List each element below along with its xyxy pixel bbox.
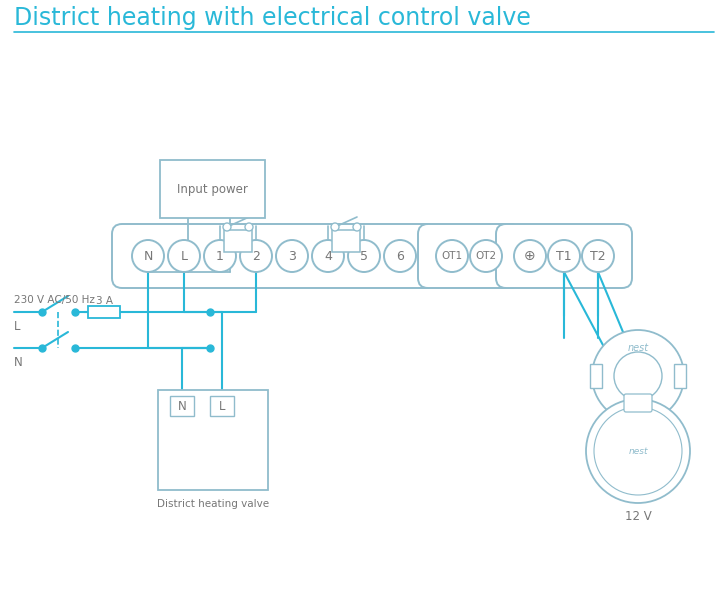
- Circle shape: [586, 399, 690, 503]
- Circle shape: [594, 407, 682, 495]
- Bar: [158, 390, 268, 490]
- Bar: [674, 364, 686, 388]
- Bar: [332, 230, 360, 252]
- Text: T1: T1: [556, 249, 571, 263]
- Text: L: L: [181, 249, 188, 263]
- Circle shape: [240, 240, 272, 272]
- Text: 1: 1: [216, 249, 224, 263]
- Text: N: N: [178, 400, 186, 412]
- Circle shape: [582, 240, 614, 272]
- Bar: [590, 364, 602, 388]
- Text: 230 V AC/50 Hz: 230 V AC/50 Hz: [14, 295, 95, 305]
- Text: OT2: OT2: [475, 251, 496, 261]
- Text: N: N: [143, 249, 153, 263]
- Circle shape: [348, 240, 380, 272]
- Text: L: L: [218, 400, 225, 412]
- Circle shape: [245, 223, 253, 231]
- Bar: [160, 160, 265, 218]
- Circle shape: [514, 240, 546, 272]
- Text: 2: 2: [252, 249, 260, 263]
- Text: ⊕: ⊕: [524, 249, 536, 263]
- FancyBboxPatch shape: [418, 224, 520, 288]
- Circle shape: [168, 240, 200, 272]
- Circle shape: [614, 352, 662, 400]
- Circle shape: [592, 330, 684, 422]
- Bar: [88, 306, 120, 318]
- Circle shape: [276, 240, 308, 272]
- Bar: [210, 396, 234, 416]
- Text: 3: 3: [288, 249, 296, 263]
- Text: 4: 4: [324, 249, 332, 263]
- Circle shape: [436, 240, 468, 272]
- Text: N: N: [14, 355, 23, 368]
- Text: District heating valve: District heating valve: [157, 499, 269, 509]
- Circle shape: [470, 240, 502, 272]
- Text: nest: nest: [628, 447, 648, 456]
- Circle shape: [312, 240, 344, 272]
- Text: L: L: [14, 320, 20, 333]
- Text: T2: T2: [590, 249, 606, 263]
- Text: Input power: Input power: [177, 182, 248, 195]
- Text: 5: 5: [360, 249, 368, 263]
- Bar: [170, 396, 194, 416]
- Circle shape: [223, 223, 231, 231]
- FancyBboxPatch shape: [624, 394, 652, 412]
- Text: OT1: OT1: [441, 251, 462, 261]
- FancyBboxPatch shape: [496, 224, 632, 288]
- Circle shape: [353, 223, 361, 231]
- FancyBboxPatch shape: [112, 224, 436, 288]
- Text: District heating with electrical control valve: District heating with electrical control…: [14, 6, 531, 30]
- Circle shape: [384, 240, 416, 272]
- Text: 3 A: 3 A: [95, 296, 113, 306]
- Bar: [224, 230, 252, 252]
- Text: 12 V: 12 V: [625, 510, 652, 523]
- Circle shape: [548, 240, 580, 272]
- Text: 6: 6: [396, 249, 404, 263]
- Circle shape: [204, 240, 236, 272]
- Circle shape: [331, 223, 339, 231]
- Text: nest: nest: [628, 343, 649, 353]
- Circle shape: [132, 240, 164, 272]
